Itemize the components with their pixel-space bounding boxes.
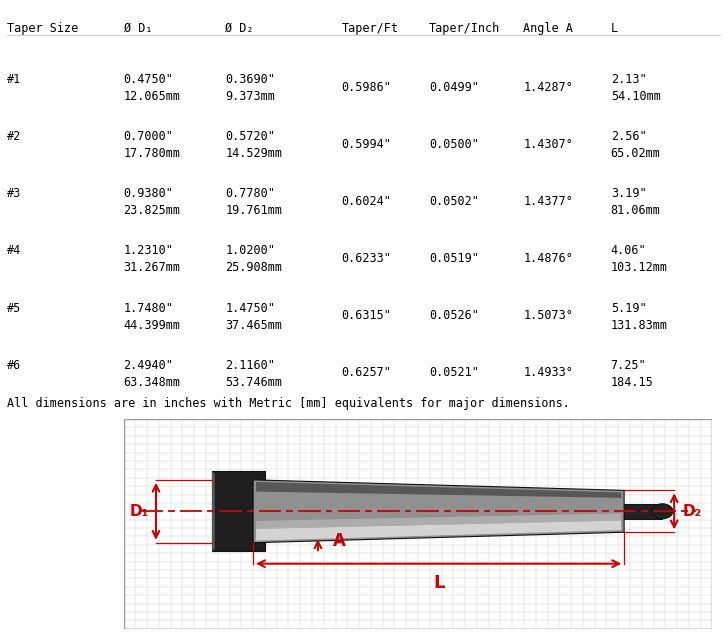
Polygon shape — [256, 482, 621, 498]
Text: Taper/Ft: Taper/Ft — [342, 22, 398, 35]
Text: 2.1160"
53.746mm: 2.1160" 53.746mm — [225, 359, 282, 389]
Text: 2.4940"
63.348mm: 2.4940" 63.348mm — [124, 359, 180, 389]
Text: 0.6233": 0.6233" — [342, 252, 392, 265]
Text: A: A — [333, 531, 345, 550]
Text: 2.13"
54.10mm: 2.13" 54.10mm — [611, 73, 661, 103]
Text: Angle A: Angle A — [523, 22, 574, 35]
Polygon shape — [624, 504, 662, 519]
Circle shape — [652, 504, 673, 519]
Text: 1.4750"
37.465mm: 1.4750" 37.465mm — [225, 302, 282, 331]
Text: 0.7780"
19.761mm: 0.7780" 19.761mm — [225, 187, 282, 217]
Text: 1.5073°: 1.5073° — [523, 309, 574, 322]
Text: 1.4287°: 1.4287° — [523, 81, 574, 93]
Text: 2.56"
65.02mm: 2.56" 65.02mm — [611, 130, 661, 160]
Text: 1.4377°: 1.4377° — [523, 195, 574, 208]
Text: 1.2310"
31.267mm: 1.2310" 31.267mm — [124, 244, 180, 274]
Text: 0.6315": 0.6315" — [342, 309, 392, 322]
Text: #2: #2 — [7, 130, 22, 143]
Polygon shape — [212, 471, 215, 551]
Text: 0.0526": 0.0526" — [429, 309, 479, 322]
Text: Ø D₁: Ø D₁ — [124, 22, 152, 35]
Text: 0.5720"
14.529mm: 0.5720" 14.529mm — [225, 130, 282, 160]
Text: 0.5986": 0.5986" — [342, 81, 392, 93]
Text: 0.0521": 0.0521" — [429, 366, 479, 379]
Text: 0.7000"
17.780mm: 0.7000" 17.780mm — [124, 130, 180, 160]
Text: #3: #3 — [7, 187, 22, 200]
Text: 0.0500": 0.0500" — [429, 138, 479, 150]
Text: D₂: D₂ — [683, 504, 702, 519]
Text: L: L — [611, 22, 618, 35]
Text: 1.4307°: 1.4307° — [523, 138, 574, 150]
Polygon shape — [256, 521, 621, 540]
Text: 0.3690"
9.373mm: 0.3690" 9.373mm — [225, 73, 276, 103]
Text: Taper Size: Taper Size — [7, 22, 79, 35]
Text: 0.5994": 0.5994" — [342, 138, 392, 150]
Text: 5.19"
131.83mm: 5.19" 131.83mm — [611, 302, 667, 331]
Text: Taper/Inch: Taper/Inch — [429, 22, 500, 35]
Text: All dimensions are in inches with Metric [mm] equivalents for major dimensions.: All dimensions are in inches with Metric… — [7, 397, 570, 410]
Text: 0.6024": 0.6024" — [342, 195, 392, 208]
Text: 7.25"
184.15: 7.25" 184.15 — [611, 359, 654, 389]
Text: Ø D₂: Ø D₂ — [225, 22, 254, 35]
Text: #4: #4 — [7, 244, 22, 257]
Text: 4.06"
103.12mm: 4.06" 103.12mm — [611, 244, 667, 274]
Text: 0.0519": 0.0519" — [429, 252, 479, 265]
Text: 1.4876°: 1.4876° — [523, 252, 574, 265]
Text: #6: #6 — [7, 359, 22, 371]
Text: 3.19"
81.06mm: 3.19" 81.06mm — [611, 187, 661, 217]
Text: 0.0502": 0.0502" — [429, 195, 479, 208]
Polygon shape — [256, 513, 621, 529]
Text: D₁: D₁ — [129, 504, 149, 519]
Text: 1.0200"
25.908mm: 1.0200" 25.908mm — [225, 244, 282, 274]
Text: 0.6257": 0.6257" — [342, 366, 392, 379]
Text: 0.4750"
12.065mm: 0.4750" 12.065mm — [124, 73, 180, 103]
Text: 0.0499": 0.0499" — [429, 81, 479, 93]
Text: 1.4933°: 1.4933° — [523, 366, 574, 379]
Text: 1.7480"
44.399mm: 1.7480" 44.399mm — [124, 302, 180, 331]
Text: 0.9380"
23.825mm: 0.9380" 23.825mm — [124, 187, 180, 217]
Text: #1: #1 — [7, 73, 22, 86]
Polygon shape — [212, 471, 265, 551]
Polygon shape — [253, 480, 624, 543]
Text: L: L — [433, 574, 444, 592]
Text: #5: #5 — [7, 302, 22, 314]
